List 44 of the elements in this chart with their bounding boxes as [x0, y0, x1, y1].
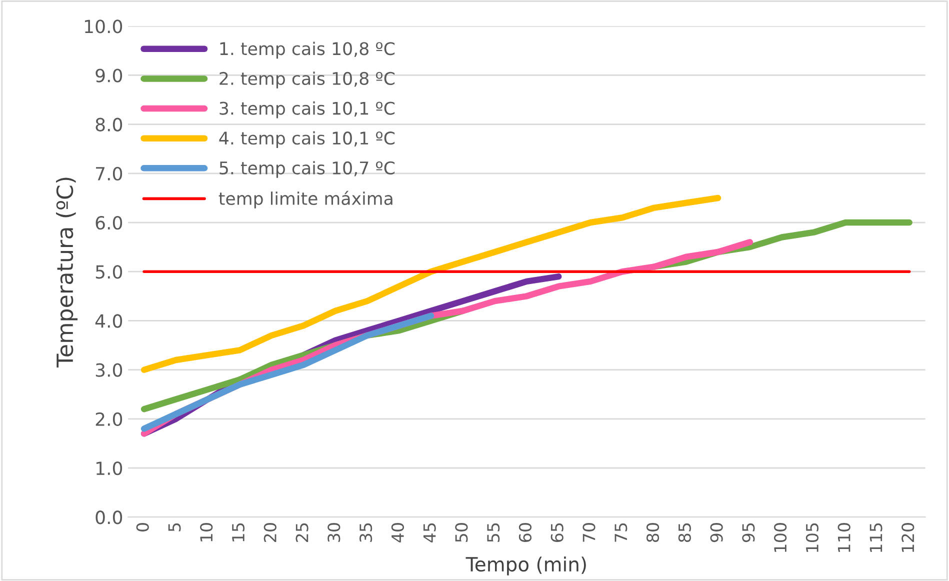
legend-label: 2. temp cais 10,8 ºC: [220, 72, 395, 88]
x-tick-label: 35: [359, 523, 372, 542]
x-tick-label: 85: [678, 523, 691, 542]
y-tick-label: 10.0: [85, 20, 122, 34]
x-tick-label: 115: [870, 523, 882, 552]
x-tick-label: 110: [838, 523, 850, 552]
x-tick-label: 40: [391, 523, 404, 542]
y-tick-label: 3.0: [96, 363, 122, 377]
y-tick-label: 4.0: [95, 314, 122, 328]
y-tick-label: 1.0: [96, 461, 122, 476]
x-tick-label: 25: [296, 523, 308, 542]
legend-label: 1. temp cais 10,8 ºC: [220, 42, 395, 59]
x-tick-label: 5: [168, 523, 181, 532]
x-tick-label: 15: [232, 523, 245, 542]
x-tick-label: 90: [710, 523, 723, 542]
x-tick-label: 120: [902, 523, 914, 552]
y-tick-label: 7.0: [96, 166, 122, 181]
x-tick-label: 20: [264, 523, 276, 542]
y-tick-label: 0.0: [96, 510, 122, 524]
x-tick-label: 95: [742, 523, 755, 542]
x-tick-label: 0: [136, 523, 149, 532]
y-tick-label: 9.0: [96, 68, 122, 82]
x-tick-label: 105: [806, 523, 819, 552]
x-tick-label: 60: [518, 523, 532, 542]
y-tick-label: 5.0: [96, 265, 122, 279]
x-axis-title: Tempo (min): [466, 556, 586, 576]
legend-label: temp limite máxima: [218, 190, 392, 208]
x-tick-label: 55: [487, 523, 500, 542]
y-tick-label: 6.0: [96, 216, 122, 230]
x-tick-label: 50: [455, 523, 468, 542]
y-tick-label: 2.0: [96, 412, 122, 426]
x-tick-label: 100: [774, 523, 787, 552]
x-tick-label: 45: [423, 523, 436, 542]
legend-label: 3. temp cais 10,1 ºC: [220, 101, 395, 118]
legend-label: 5. temp cais 10,7 ºC: [220, 161, 395, 178]
x-tick-label: 10: [200, 523, 213, 542]
x-tick-label: 70: [582, 523, 596, 542]
x-tick-label: 65: [550, 523, 564, 542]
x-tick-label: 75: [614, 523, 628, 542]
x-tick-label: 80: [646, 523, 660, 542]
legend-label: 4. temp cais 10,1 ºC: [219, 131, 395, 148]
x-tick-label: 30: [328, 523, 340, 542]
y-axis-title: Temperatura (ºC): [56, 178, 78, 368]
y-tick-label: 8.0: [96, 118, 122, 132]
